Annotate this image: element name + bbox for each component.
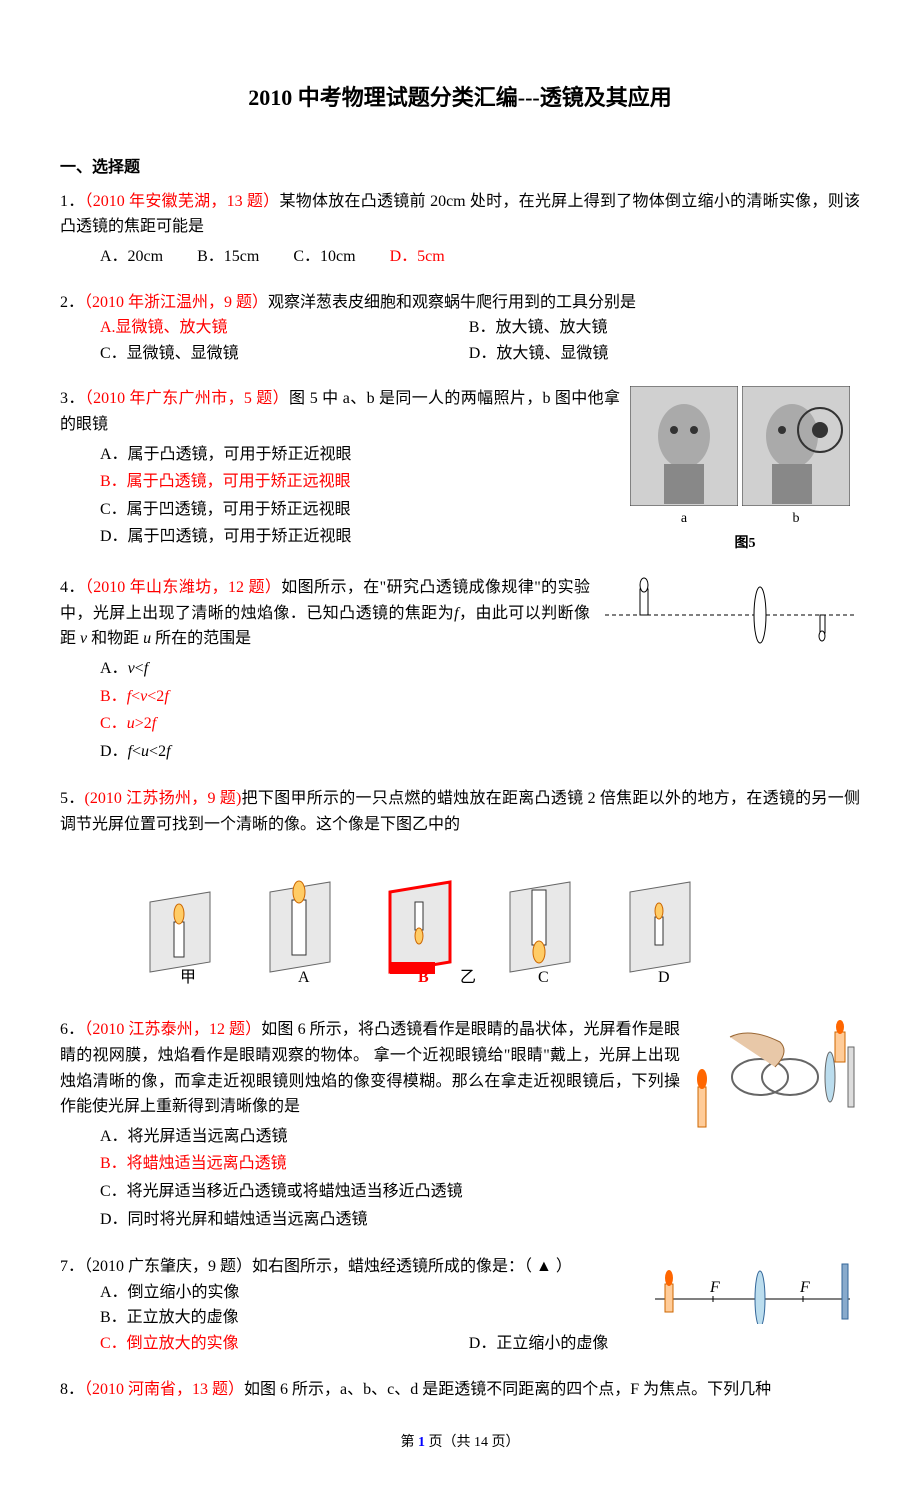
q3-num: 3． (60, 390, 85, 407)
q7-lens-diagram: F F (650, 1254, 860, 1324)
q1-options: A．20cm B．15cm C．10cm D．5cm (60, 244, 860, 270)
q5-stem: 5．(2010 江苏扬州，9 题)把下图甲所示的一只点燃的蜡烛放在距离凸透镜 2… (60, 786, 860, 837)
q6-optC: C．将光屏适当移近凸透镜或将蜡烛适当移近凸透镜 (100, 1179, 860, 1205)
q7-num: 7． (60, 1258, 84, 1275)
q3-figure: a b 图5 (630, 386, 860, 555)
q8-stem: 8．（2010 河南省，13 题）如图 6 所示，a、b、c、d 是距透镜不同距… (60, 1377, 860, 1403)
page-title: 2010 中考物理试题分类汇编---透镜及其应用 (60, 80, 860, 115)
q1-optD: D．5cm (390, 244, 445, 270)
question-5: 5．(2010 江苏扬州，9 题)把下图甲所示的一只点燃的蜡烛放在距离凸透镜 2… (60, 786, 860, 997)
q6-source: （2010 江苏泰州，12 题） (84, 1021, 261, 1038)
q4-text3: 和物距 (87, 630, 143, 647)
q7-optC: C．倒立放大的实像 (100, 1331, 465, 1357)
page-footer: 第 1 页（共 14 页） (60, 1432, 860, 1454)
question-6: 6．（2010 江苏泰州，12 题）如图 6 所示，将凸透镜看作是眼睛的晶状体，… (60, 1017, 860, 1234)
q3-label-a: a (630, 508, 738, 530)
q4-optB: B．f<v<2f (100, 684, 860, 710)
q7-text: 如右图所示，蜡烛经透镜所成的像是：（ ▲ ） (252, 1258, 572, 1275)
svg-text:F: F (799, 1279, 810, 1296)
q2-stem: 2．（2010 年浙江温州，9 题）观察洋葱表皮细胞和观察蜗牛爬行用到的工具分别… (60, 290, 860, 316)
q4-options: A．v<f B．f<v<2f C．u>2f D．f<u<2f (60, 656, 860, 764)
q5-source: (2010 江苏扬州，9 题) (85, 790, 242, 807)
q4-optical-diagram (600, 575, 860, 655)
q4-optA: A．v<f (100, 656, 860, 682)
q4-figure (600, 575, 860, 655)
q7-optD: D．正立缩小的虚像 (469, 1331, 834, 1357)
q2-text: 观察洋葱表皮细胞和观察蜗牛爬行用到的工具分别是 (268, 294, 636, 311)
q6-options: A．将光屏适当远离凸透镜 B．将蜡烛适当远离凸透镜 C．将光屏适当移近凸透镜或将… (60, 1124, 860, 1232)
q5-figure-row: 甲 A B 乙 C (60, 847, 860, 987)
q2-source: （2010 年浙江温州，9 题） (84, 294, 268, 311)
q4-optC: C．u>2f (100, 711, 860, 737)
footer-pre: 第 (401, 1435, 419, 1450)
q5-label-A: A (298, 969, 310, 986)
question-3: a b 图5 3．（2010 年广东广州市，5 题）图 5 中 a、b 是同一人… (60, 386, 860, 555)
q3-photo-b-svg (742, 386, 850, 506)
svg-text:F: F (709, 1279, 720, 1296)
q1-stem: 1．（2010 年安徽芜湖，13 题）某物体放在凸透镜前 20cm 处时，在光屏… (60, 189, 860, 240)
q8-num: 8． (60, 1381, 84, 1398)
q2-optD: D．放大镜、显微镜 (469, 341, 834, 367)
q3-label-b: b (742, 508, 850, 530)
q6-eye-diagram (690, 1017, 860, 1137)
q5-options-diagram: 甲 A B 乙 C (110, 847, 810, 987)
q7-options-row2: C．倒立放大的实像 D．正立缩小的虚像 (60, 1331, 860, 1357)
q8-text: 如图 6 所示，a、b、c、d 是距透镜不同距离的四个点，F 为焦点。下列几种 (244, 1381, 771, 1398)
question-1: 1．（2010 年安徽芜湖，13 题）某物体放在凸透镜前 20cm 处时，在光屏… (60, 189, 860, 270)
q5-label-jia: 甲 (180, 969, 196, 986)
q4-source: （2010 年山东潍坊，12 题） (85, 579, 281, 596)
footer-post: 页（共 14 页） (425, 1435, 520, 1450)
q4-text4: 所在的范围是 (151, 630, 251, 647)
q2-options-row2: C．显微镜、显微镜 D．放大镜、显微镜 (60, 341, 860, 367)
q3-caption: 图5 (630, 533, 860, 555)
q4-optD: D．f<u<2f (100, 739, 860, 765)
q7-optB: B．正立放大的虚像 (100, 1305, 465, 1331)
q3-source: （2010 年广东广州市，5 题） (85, 390, 289, 407)
q1-num: 1． (60, 193, 85, 210)
q1-optA: A．20cm (100, 244, 163, 270)
question-7: F F 7．（2010 广东肇庆，9 题）如右图所示，蜡烛经透镜所成的像是：（ … (60, 1254, 860, 1356)
q5-label-B: B (418, 969, 429, 986)
section-header: 一、选择题 (60, 155, 860, 181)
q6-optD: D．同时将光屏和蜡烛适当远离凸透镜 (100, 1207, 860, 1233)
q2-optA: A.显微镜、放大镜 (100, 315, 465, 341)
q2-optC: C．显微镜、显微镜 (100, 341, 465, 367)
q6-figure (690, 1017, 860, 1137)
q3-photo-b: b (742, 386, 850, 530)
footer-num: 1 (418, 1435, 425, 1450)
question-2: 2．（2010 年浙江温州，9 题）观察洋葱表皮细胞和观察蜗牛爬行用到的工具分别… (60, 290, 860, 367)
q7-source: （2010 广东肇庆，9 题） (84, 1258, 252, 1275)
q1-optC: C．10cm (293, 244, 355, 270)
q5-label-yi: 乙 (460, 969, 476, 986)
q7-figure: F F (650, 1254, 860, 1324)
q2-options-row1: A.显微镜、放大镜 B．放大镜、放大镜 (60, 315, 860, 341)
q2-optB: B．放大镜、放大镜 (469, 315, 834, 341)
q1-source: （2010 年安徽芜湖，13 题） (85, 193, 280, 210)
question-4: 4．（2010 年山东潍坊，12 题）如图所示，在"研究凸透镜成像规律"的实验中… (60, 575, 860, 766)
q5-label-C: C (538, 969, 549, 986)
q2-num: 2． (60, 294, 84, 311)
q3-photo-a: a (630, 386, 738, 530)
question-8: 8．（2010 河南省，13 题）如图 6 所示，a、b、c、d 是距透镜不同距… (60, 1377, 860, 1403)
q6-optB: B．将蜡烛适当远离凸透镜 (100, 1151, 860, 1177)
q1-optB: B．15cm (197, 244, 259, 270)
q4-u: u (143, 630, 151, 647)
q3-photo-a-svg (630, 386, 738, 506)
q8-source: （2010 河南省，13 题） (84, 1381, 244, 1398)
q5-num: 5． (60, 790, 85, 807)
q5-label-D: D (658, 969, 670, 986)
q6-num: 6． (60, 1021, 84, 1038)
q4-num: 4． (60, 579, 85, 596)
